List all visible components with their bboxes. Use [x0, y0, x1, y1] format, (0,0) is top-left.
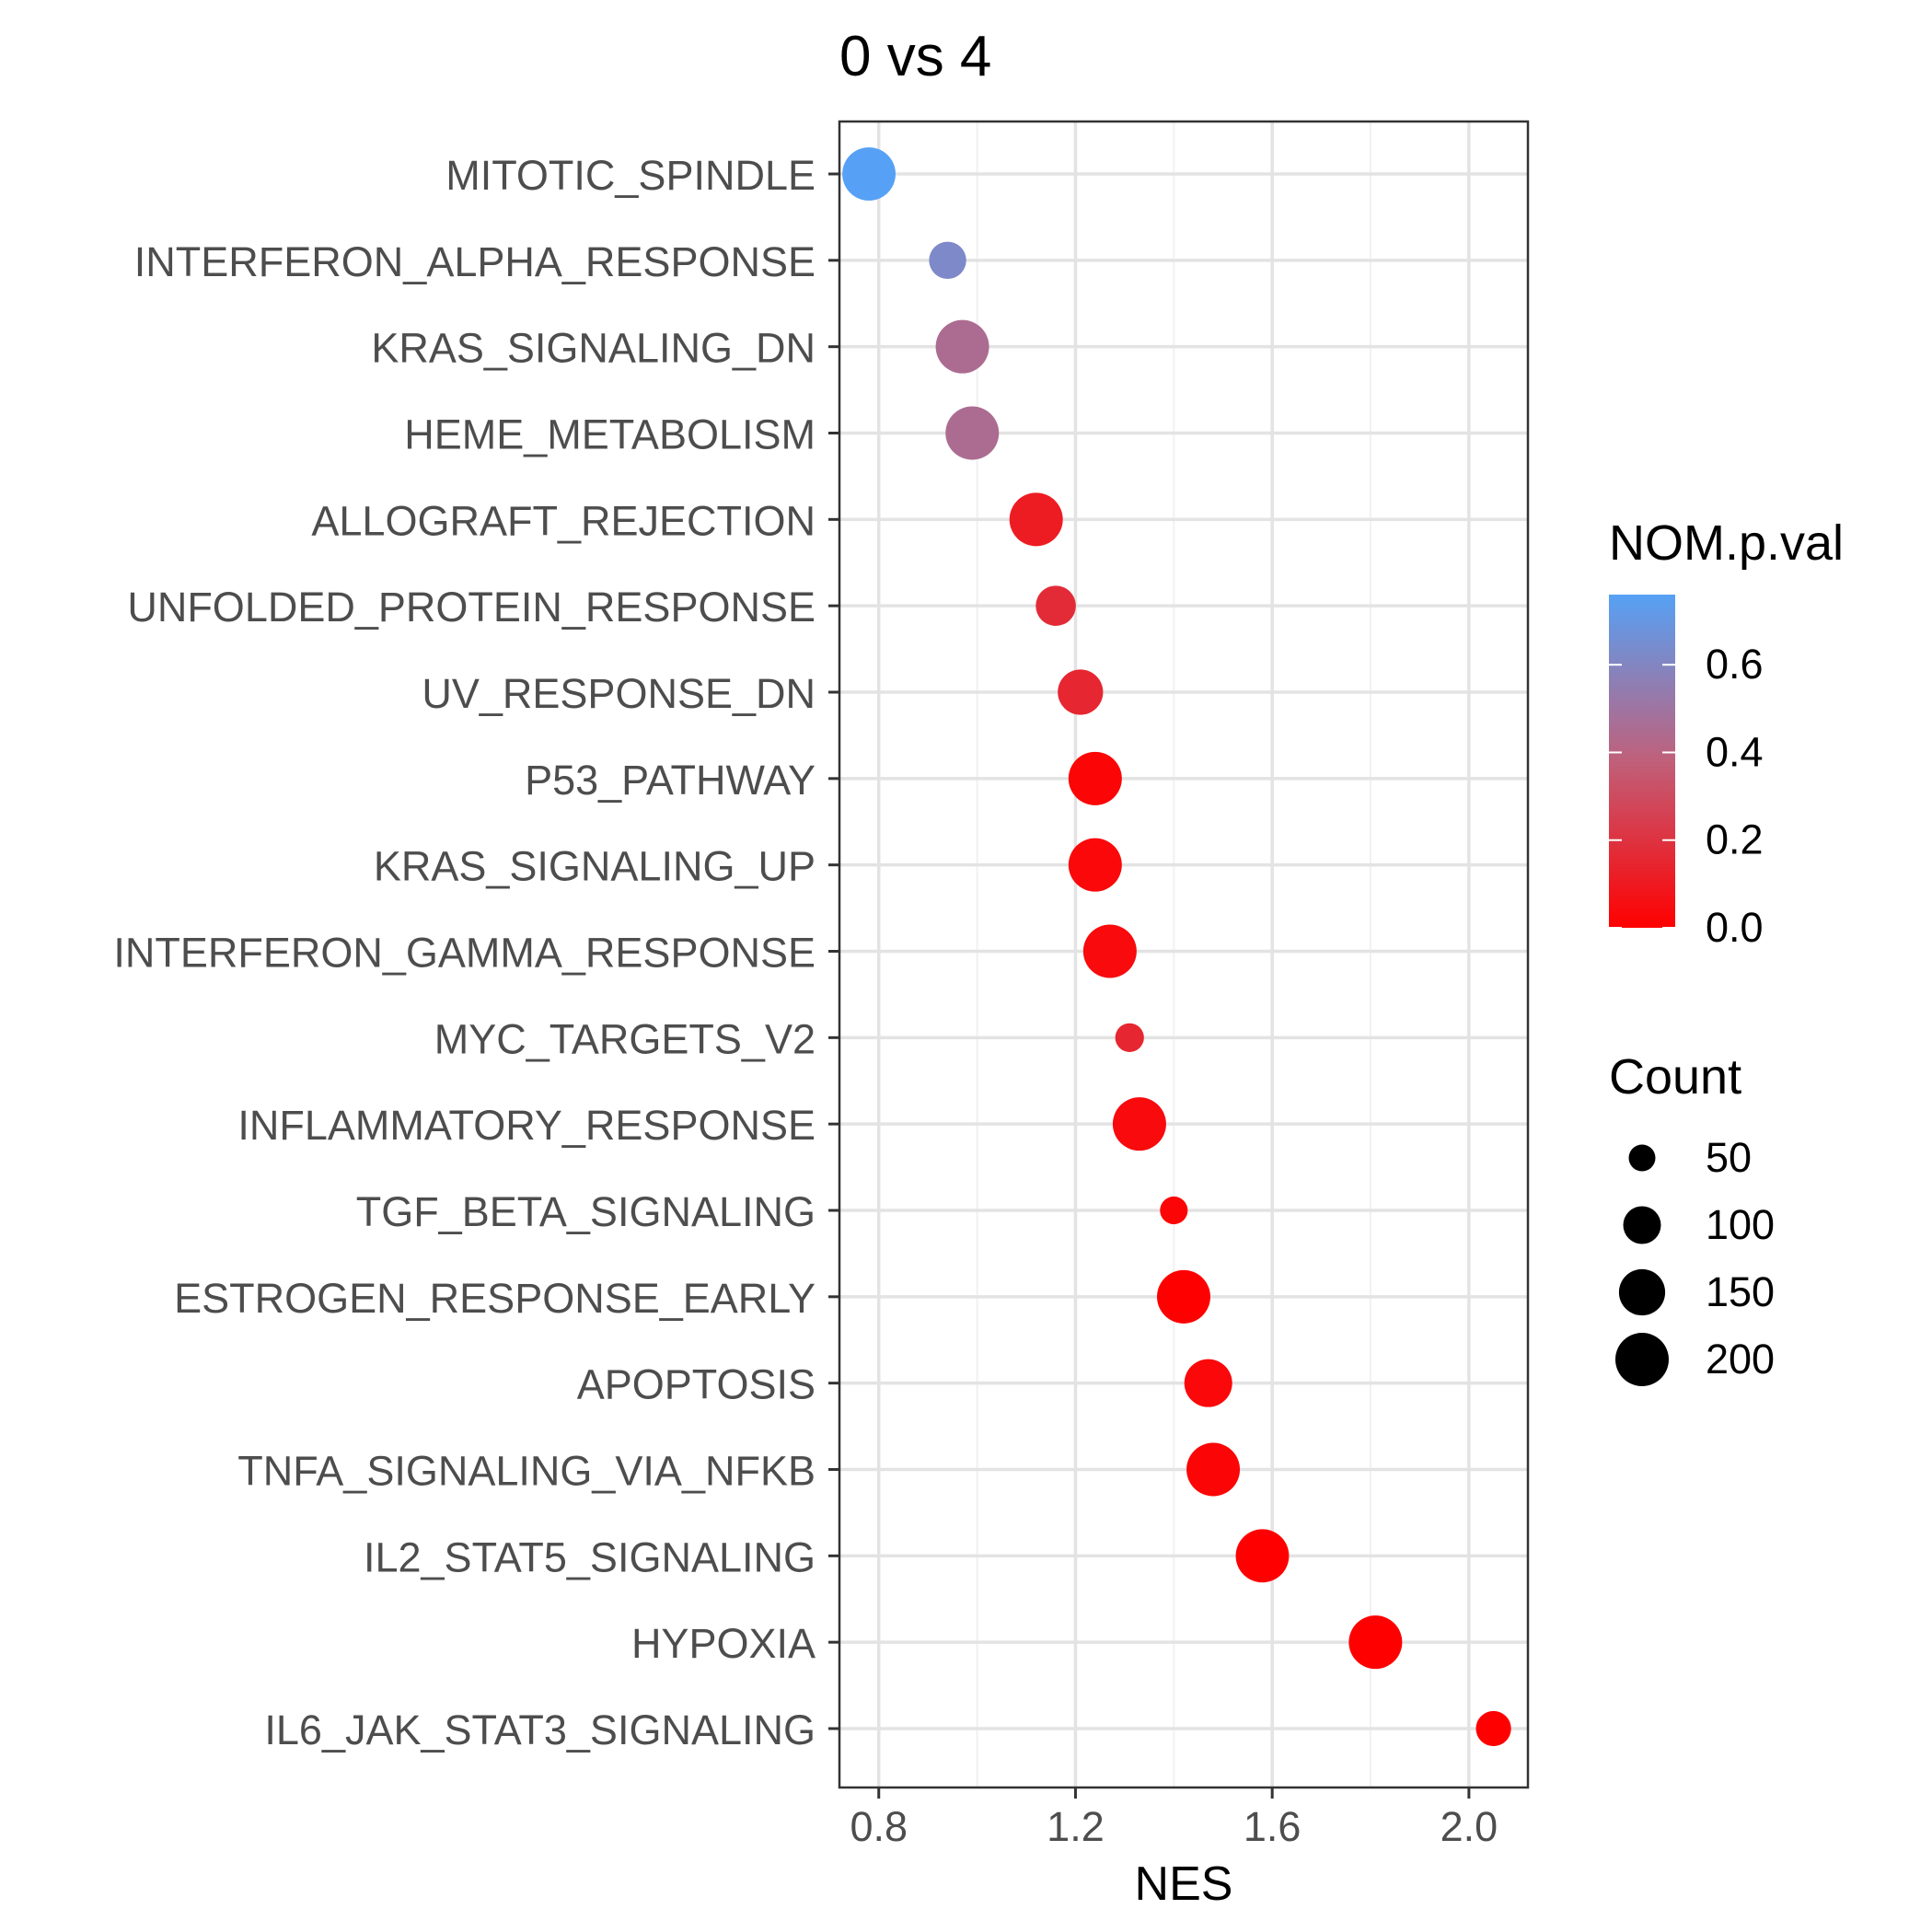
y-axis: IL6_JAK_STAT3_SIGNALING HYPOXIA IL2_STAT5_… — [113, 152, 839, 1753]
x-axis: 0.8 1.2 1.6 2.0 — [850, 1787, 1498, 1850]
size-legend-title: Count — [1609, 1049, 1741, 1105]
data-point — [1115, 1023, 1144, 1052]
y-tick-label: KRAS_SIGNALING_DN — [371, 325, 816, 372]
size-legend-label: 150 — [1706, 1268, 1775, 1315]
data-point — [1184, 1359, 1232, 1407]
color-legend-ticks: 0.0 0.2 0.4 0.6 — [1609, 641, 1764, 951]
size-legend-key — [1615, 1333, 1669, 1386]
data-point — [929, 241, 966, 280]
chart-title: 0 vs 4 — [839, 25, 991, 88]
y-tick-label: ESTROGEN_RESPONSE_EARLY — [174, 1275, 816, 1322]
x-tick-label: 0.8 — [850, 1803, 908, 1850]
y-tick-label: ALLOGRAFT_REJECTION — [311, 497, 816, 544]
data-point — [1112, 1097, 1166, 1151]
size-legend-label: 100 — [1706, 1201, 1775, 1248]
x-axis-title: NES — [1135, 1857, 1233, 1911]
plot-panel — [839, 121, 1528, 1787]
size-legend: Count 50 100 150 200 — [1609, 1049, 1775, 1386]
color-legend-title: NOM.p.val — [1609, 515, 1844, 571]
size-legend-key — [1623, 1206, 1661, 1244]
color-legend-label: 0.6 — [1706, 641, 1764, 688]
data-point — [842, 147, 896, 201]
y-tick-label: TNFA_SIGNALING_VIA_NFKB — [237, 1448, 816, 1495]
color-legend-label: 0.2 — [1706, 816, 1764, 863]
y-tick-label: KRAS_SIGNALING_UP — [374, 843, 816, 890]
color-legend-label: 0.0 — [1706, 904, 1764, 951]
y-tick-label: MITOTIC_SPINDLE — [445, 152, 816, 199]
color-legend-bar — [1609, 595, 1675, 928]
color-legend-label: 0.4 — [1706, 728, 1764, 775]
size-legend-items: 50 100 150 200 — [1615, 1134, 1775, 1386]
y-tick-label: TGF_BETA_SIGNALING — [356, 1188, 816, 1235]
y-tick-label: IL2_STAT5_SIGNALING — [364, 1533, 816, 1580]
y-tick-label: UV_RESPONSE_DN — [422, 670, 816, 717]
size-legend-key — [1618, 1268, 1666, 1316]
data-point — [1058, 669, 1104, 715]
x-tick-label: 1.6 — [1244, 1803, 1301, 1850]
y-tick-label: IL6_JAK_STAT3_SIGNALING — [264, 1706, 816, 1753]
data-point — [1186, 1442, 1241, 1497]
color-legend: NOM.p.val 0.0 0.2 0.4 0.6 — [1609, 515, 1844, 951]
plot-border — [838, 120, 1530, 1789]
data-point — [935, 319, 989, 374]
x-tick-label: 1.2 — [1047, 1803, 1105, 1850]
data-points — [842, 147, 1511, 1747]
y-tick-label: HYPOXIA — [631, 1620, 816, 1667]
x-tick-label: 2.0 — [1440, 1803, 1498, 1850]
y-tick-label: INFLAMMATORY_RESPONSE — [237, 1102, 816, 1149]
data-point — [945, 406, 1000, 460]
y-tick-label: UNFOLDED_PROTEIN_RESPONSE — [127, 584, 816, 631]
data-point — [1035, 585, 1076, 626]
data-point — [1235, 1529, 1290, 1583]
data-point — [1157, 1269, 1210, 1324]
y-tick-label: HEME_METABOLISM — [404, 411, 816, 458]
data-point — [1160, 1196, 1188, 1225]
y-tick-label: P53_PATHWAY — [525, 757, 816, 804]
data-point — [1348, 1615, 1403, 1670]
data-point — [1082, 924, 1137, 978]
data-point — [1475, 1710, 1511, 1747]
size-legend-key — [1628, 1144, 1656, 1172]
y-tick-label: INTERFERON_ALPHA_RESPONSE — [134, 238, 816, 285]
data-point — [1068, 838, 1122, 892]
y-tick-label: INTERFERON_GAMMA_RESPONSE — [113, 930, 816, 977]
size-legend-label: 50 — [1706, 1134, 1752, 1181]
y-tick-label: APOPTOSIS — [577, 1361, 816, 1408]
data-point — [1009, 492, 1063, 547]
y-tick-label: MYC_TARGETS_V2 — [434, 1015, 816, 1062]
data-point — [1068, 751, 1122, 805]
size-legend-label: 200 — [1706, 1336, 1775, 1382]
